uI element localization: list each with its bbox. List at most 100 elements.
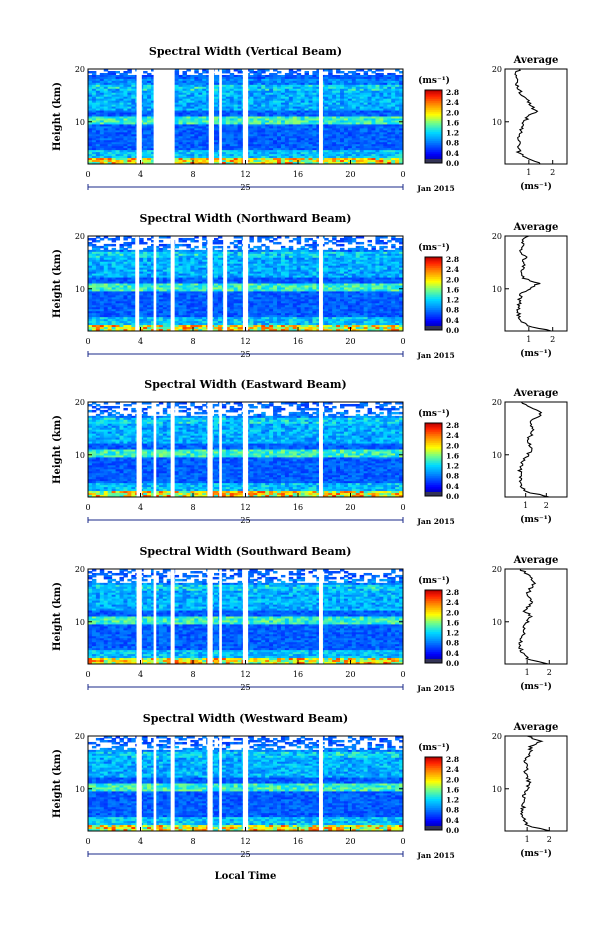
heatmap-cell	[225, 92, 231, 96]
heatmap-cell	[296, 102, 302, 106]
heatmap-cell	[119, 94, 124, 98]
heatmap-cell	[324, 80, 329, 84]
heatmap-cell	[304, 70, 309, 74]
data-gap	[136, 69, 142, 164]
heatmap-cell	[355, 98, 361, 102]
heatmap-cell	[115, 78, 120, 82]
heatmap-cell	[359, 92, 365, 96]
heatmap-cell	[273, 102, 278, 106]
heatmap-cell	[202, 84, 207, 88]
heatmap-cell	[174, 86, 180, 90]
heatmap-cell	[328, 72, 333, 76]
heatmap-cell	[379, 76, 384, 80]
heatmap-cell	[107, 94, 113, 98]
heatmap-cell	[182, 104, 187, 108]
heatmap-cell	[273, 88, 278, 92]
heatmap-cell	[292, 100, 298, 104]
heatmap-cell	[296, 80, 302, 84]
heatmap-cell	[151, 98, 156, 102]
heatmap-cell	[95, 94, 101, 98]
heatmap-cell	[123, 243, 128, 247]
heatmap-cell	[395, 84, 400, 88]
heatmap-cell	[194, 76, 199, 80]
heatmap-cell	[107, 100, 113, 104]
heatmap-cell	[391, 92, 396, 96]
heatmap-cell	[336, 74, 341, 78]
heatmap-cell	[221, 100, 227, 104]
heatmap-cell	[292, 80, 298, 84]
heatmap-cell	[107, 84, 113, 88]
heatmap-cell	[249, 70, 254, 74]
heatmap-cell	[343, 102, 349, 106]
heatmap-cell	[379, 69, 384, 72]
heatmap-cell	[261, 69, 266, 72]
heatmap-cell	[115, 96, 120, 100]
heatmap-cell	[178, 74, 183, 78]
heatmap-cell	[355, 72, 361, 76]
heatmap-cell	[143, 82, 148, 86]
heatmap-cell	[371, 94, 376, 98]
heatmap-cell	[280, 92, 286, 96]
heatmap-cell	[194, 88, 199, 92]
heatmap-cell	[131, 94, 136, 98]
heatmap-cell	[343, 92, 349, 96]
heatmap-cell	[174, 92, 180, 96]
heatmap-cell	[123, 104, 128, 108]
heatmap-cell	[300, 96, 306, 100]
heatmap-cell	[375, 86, 380, 90]
heatmap-cell	[186, 84, 191, 88]
heatmap-cell	[88, 82, 93, 86]
heatmap-cell	[186, 74, 191, 78]
heatmap-cell	[127, 74, 132, 78]
heatmap-cell	[225, 80, 231, 84]
heatmap-cell	[178, 80, 183, 84]
heatmap-cell	[107, 98, 113, 102]
heatmap-cell	[280, 88, 286, 92]
heatmap-cell	[225, 78, 231, 82]
heatmap-cell	[375, 98, 380, 102]
panel-2: Spectral Width (Northward Beam)1020Heigh…	[52, 212, 568, 360]
heatmap-cell	[355, 80, 361, 84]
heatmap-cell	[316, 90, 321, 94]
heatmap-cell	[151, 90, 156, 94]
heatmap-cell	[296, 72, 302, 76]
heatmap-cell	[316, 76, 321, 80]
heatmap-cell	[324, 237, 329, 241]
heatmap-cell	[249, 69, 254, 72]
heatmap-cell	[131, 80, 136, 84]
heatmap-cell	[312, 96, 317, 100]
heatmap-cell	[324, 76, 329, 80]
heatmap-cell	[229, 78, 235, 82]
heatmap-cell	[296, 96, 302, 100]
heatmap-cell	[147, 72, 152, 76]
heatmap-cell	[300, 84, 306, 88]
heatmap-cell	[131, 102, 136, 106]
heatmap-cell	[103, 82, 109, 86]
heatmap-cell	[328, 80, 333, 84]
heatmap-cell	[127, 82, 132, 86]
colorbar-segment	[425, 159, 442, 163]
heatmap-cell	[355, 96, 361, 100]
heatmap-cell	[375, 78, 380, 82]
heatmap-cell	[190, 84, 195, 88]
heatmap-cell	[292, 76, 298, 80]
heatmap-cell	[190, 92, 195, 96]
heatmap-cell	[280, 76, 286, 80]
heatmap-cell	[336, 82, 341, 86]
heatmap-cell	[284, 102, 290, 106]
heatmap-cell	[253, 96, 258, 100]
heatmap-cell	[127, 88, 132, 92]
heatmap-cell	[265, 86, 270, 90]
heatmap-cell	[225, 70, 231, 74]
heatmap-cell	[367, 82, 372, 86]
heatmap-cell	[332, 94, 337, 98]
heatmap-cell	[186, 80, 191, 84]
heatmap-cell	[280, 78, 286, 82]
heatmap-cell	[288, 84, 294, 88]
heatmap-cell	[123, 98, 128, 102]
heatmap-cell	[221, 98, 227, 102]
date-label: Jan 2015	[416, 184, 454, 193]
heatmap-cell	[269, 239, 274, 243]
heatmap-cell	[375, 96, 380, 100]
heatmap-cell	[300, 94, 306, 98]
